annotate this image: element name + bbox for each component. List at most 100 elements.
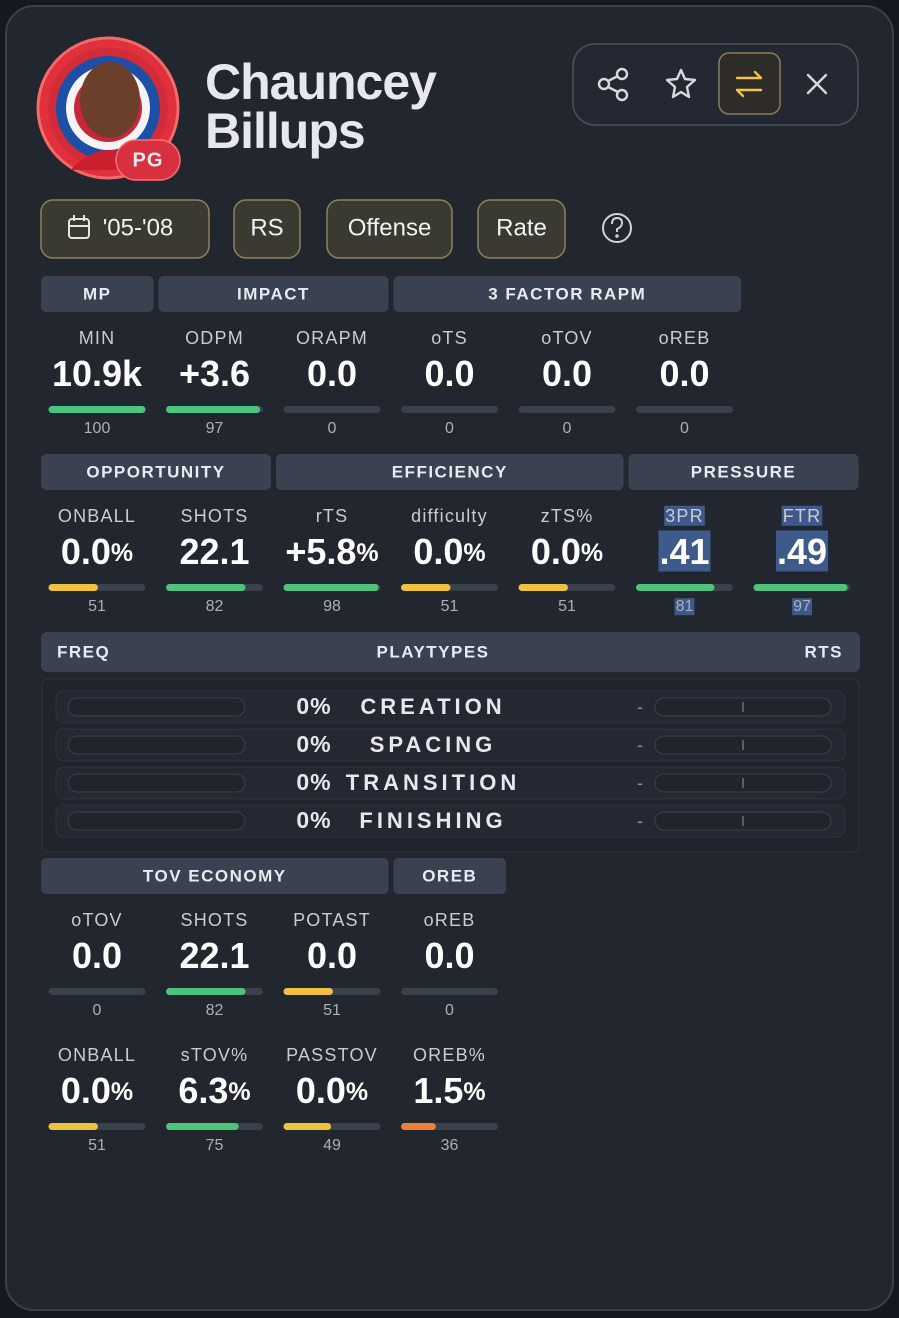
value-number: 0.0 <box>61 1070 111 1111</box>
stat-label: oREB <box>424 910 476 930</box>
stat-value: 0.0% <box>531 531 603 572</box>
percentile-label: 97 <box>206 420 224 437</box>
value-number: .41 <box>659 531 709 572</box>
section-title: 3 FACTOR RAPM <box>488 284 646 303</box>
percentile-label: 0 <box>445 1002 454 1019</box>
playtype-row <box>55 690 846 724</box>
value-number: 1.5 <box>413 1070 463 1111</box>
stat-label: oTS <box>431 328 468 348</box>
value-unit: % <box>346 1078 368 1106</box>
freq-track <box>67 735 246 755</box>
stat-label: MIN <box>79 328 116 348</box>
freq-track <box>67 811 246 831</box>
percentile-bar <box>166 584 246 591</box>
value-number: 22.1 <box>179 935 249 976</box>
section-title: OPPORTUNITY <box>86 462 225 481</box>
playtype-row <box>55 804 846 838</box>
position: PG <box>133 149 164 171</box>
percentile-label: 36 <box>441 1137 459 1154</box>
rts-header: RTS <box>805 642 844 661</box>
value-unit: % <box>228 1078 250 1106</box>
filter-label: Rate <box>496 214 547 241</box>
swap-button[interactable] <box>718 52 781 115</box>
percentile-label: 49 <box>323 1137 341 1154</box>
playtype-name: CREATION <box>360 694 505 719</box>
value-unit: % <box>463 539 485 567</box>
percentile-bar <box>401 584 451 591</box>
stat-value: 1.5% <box>413 1070 485 1111</box>
stat-label: SHOTS <box>180 910 248 930</box>
value-unit: % <box>111 539 133 567</box>
stat-value: 0.0% <box>413 531 485 572</box>
section-title: TOV ECONOMY <box>143 866 287 885</box>
section-header <box>158 276 389 312</box>
percentile-label: 0 <box>445 420 454 437</box>
section-header <box>393 276 741 312</box>
percentile-bar <box>48 1123 98 1130</box>
player-name: Billups <box>205 103 365 159</box>
value-number: 0.0 <box>659 353 709 394</box>
percentile-track <box>283 406 381 413</box>
value-number: 0.0 <box>531 531 581 572</box>
filter-button[interactable] <box>326 199 453 259</box>
calendar-icon <box>68 215 90 239</box>
stat-value: .41 <box>659 531 709 572</box>
stat-value: 0.0 <box>72 935 122 976</box>
position-badge <box>115 139 181 181</box>
percentile-label: 100 <box>84 420 111 437</box>
value-number: 0.0 <box>61 531 111 572</box>
value-unit: % <box>581 539 603 567</box>
section-header <box>41 276 154 312</box>
stat-value: 22.1 <box>179 935 249 976</box>
filter-button[interactable] <box>477 199 566 259</box>
close-icon[interactable] <box>806 73 828 95</box>
percentile-bar <box>636 584 715 591</box>
playtype-rts: - <box>637 697 643 717</box>
filter-button[interactable] <box>233 199 301 259</box>
section-title: OREB <box>422 866 477 885</box>
stat-label: POTAST <box>293 910 371 930</box>
stat-label: ODPM <box>185 328 244 348</box>
stat-label: oREB <box>659 328 711 348</box>
percentile-label: 51 <box>323 1002 341 1019</box>
stat-label: OREB% <box>413 1045 486 1065</box>
toolbar <box>572 43 859 126</box>
section-title: IMPACT <box>237 284 310 303</box>
stat-label: ONBALL <box>58 1045 136 1065</box>
percentile-bar <box>518 584 568 591</box>
percentile-track <box>401 988 498 995</box>
stat-value: 0.0 <box>424 935 474 976</box>
playtype-freq: 0% <box>296 693 331 719</box>
percentile-bar <box>166 988 246 995</box>
text-highlight <box>664 505 705 526</box>
playtypes-title: PLAYTYPES <box>376 642 489 661</box>
filter-button[interactable] <box>40 199 210 259</box>
section-header <box>41 454 271 490</box>
percentile-bar <box>283 584 379 591</box>
stat-value: 6.3% <box>178 1070 250 1111</box>
percentile-label: 0 <box>93 1002 102 1019</box>
percentile-label: 81 <box>676 598 694 615</box>
percentile-bar <box>401 1123 436 1130</box>
section-header <box>628 454 859 490</box>
star-icon[interactable] <box>665 68 697 99</box>
percentile-track <box>518 406 616 413</box>
section-title: EFFICIENCY <box>392 462 508 481</box>
playtype-rts: - <box>637 773 643 793</box>
stat-value: 0.0 <box>542 353 592 394</box>
percentile-label: 82 <box>206 598 224 615</box>
percentile-bar <box>283 988 333 995</box>
value-number: 22.1 <box>179 531 249 572</box>
playtype-name: FINISHING <box>359 808 506 833</box>
stat-label: rTS <box>316 506 349 526</box>
help-icon[interactable] <box>602 213 632 243</box>
section-header <box>276 454 624 490</box>
share-icon[interactable] <box>597 67 629 102</box>
stat-value: +3.6 <box>179 353 250 394</box>
section-header <box>393 858 506 894</box>
stat-label: ONBALL <box>58 506 136 526</box>
stat-value: +5.8% <box>285 531 378 572</box>
percentile-label: 51 <box>88 1137 106 1154</box>
stat-label: difficulty <box>411 506 488 526</box>
percentile-bar <box>48 584 98 591</box>
